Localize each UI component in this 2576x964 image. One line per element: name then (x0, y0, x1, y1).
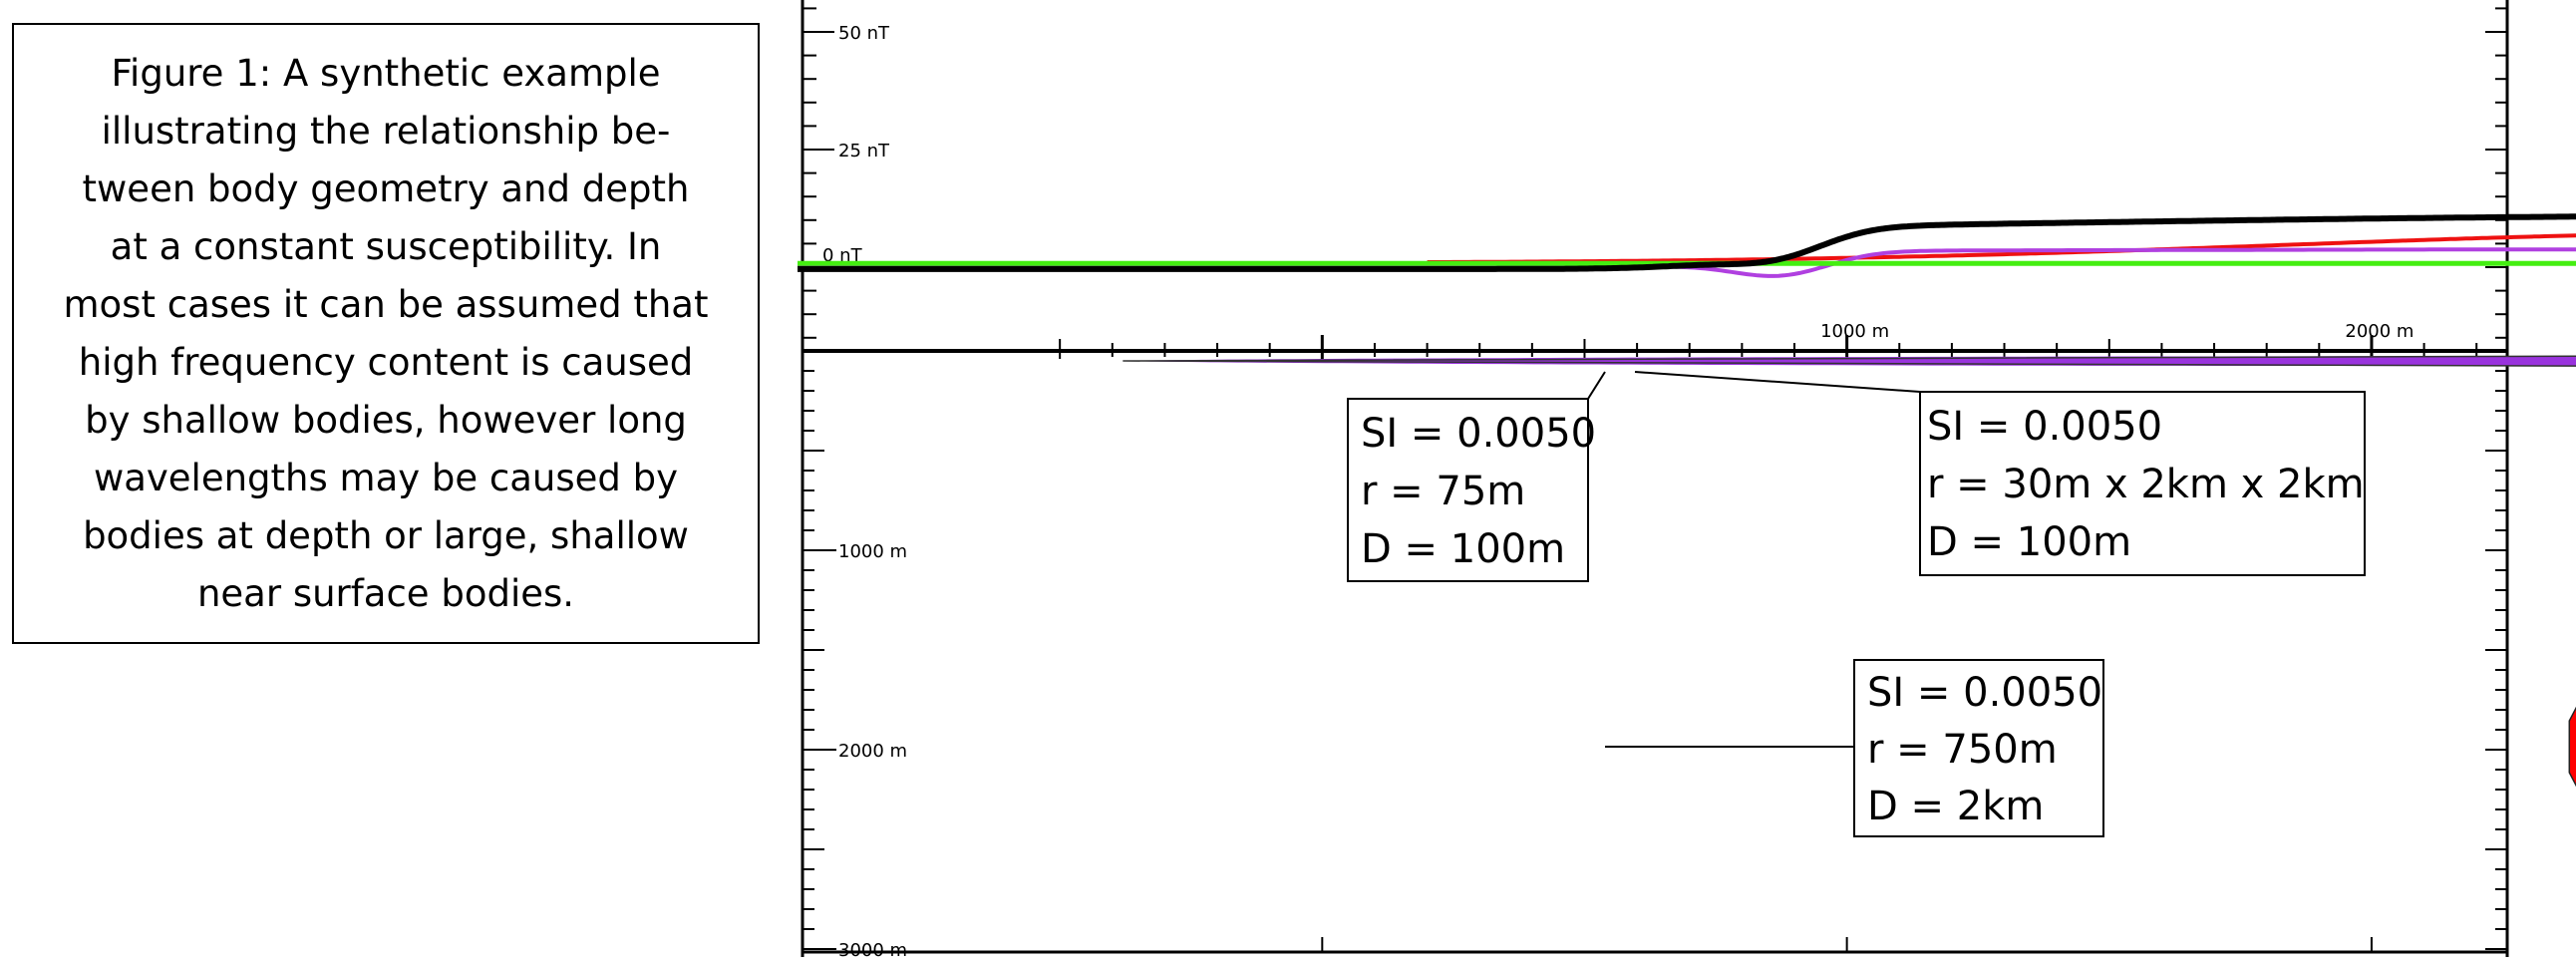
depth-axis: 1000 m 2000 m 3000 m (801, 350, 2507, 961)
ann-sheet-d: D = 100m (1927, 519, 2131, 565)
curve-small-sphere (798, 260, 2576, 266)
annotation-deep-sphere: SI = 0.0050 r = 750m D = 2km (1853, 659, 2104, 837)
ann-deep-r: r = 750m (1867, 727, 2058, 773)
depth-tick-label: 1000 m (838, 541, 907, 562)
curve-total-field (798, 213, 2576, 272)
annotations: SI = 0.0050 r = 75m D = 100m SI = 0.0050… (1347, 371, 2366, 837)
deep-sphere-body (2568, 706, 2576, 788)
ann-deep-d: D = 2km (1867, 784, 2044, 829)
thin-sheet-body (1123, 355, 2576, 367)
leader-thin-sheet (1634, 371, 1921, 393)
profile-y-tick-label: 25 nT (838, 141, 890, 161)
ann-sheet-si: SI = 0.0050 (1927, 404, 2162, 450)
curve-deep-sphere (1427, 233, 2576, 264)
ann-small-si: SI = 0.0050 (1361, 411, 1596, 457)
leader-small-sphere (1587, 371, 1606, 400)
x-tick-label: 1000 m (1820, 321, 1889, 342)
caption-box: Figure 1: A synthetic example illustrati… (12, 23, 760, 644)
figure-caption: Figure 1: A synthetic example illustrati… (63, 51, 709, 615)
depth-tick-label: 3000 m (838, 940, 907, 961)
depth-section-panel: 1000 m 2000 m 3000 m SI = 0.0050 r = 75m D… (801, 350, 2576, 961)
profile-y-tick-label: 50 nT (838, 23, 890, 44)
ann-sheet-r: r = 30m x 2km x 2km (1927, 462, 2365, 507)
depth-tick-label: 2000 m (838, 741, 907, 762)
x-tick-label: 2000 m (2345, 321, 2414, 342)
ann-small-d: D = 100m (1361, 526, 1565, 572)
annotation-small-sphere: SI = 0.0050 r = 75m D = 100m (1347, 398, 1596, 582)
ann-deep-si: SI = 0.0050 (1867, 670, 2102, 716)
annotation-thin-sheet: SI = 0.0050 r = 30m x 2km x 2km D = 100m (1919, 391, 2366, 576)
anomaly-curves (798, 213, 2576, 278)
ann-small-r: r = 75m (1361, 469, 1525, 514)
